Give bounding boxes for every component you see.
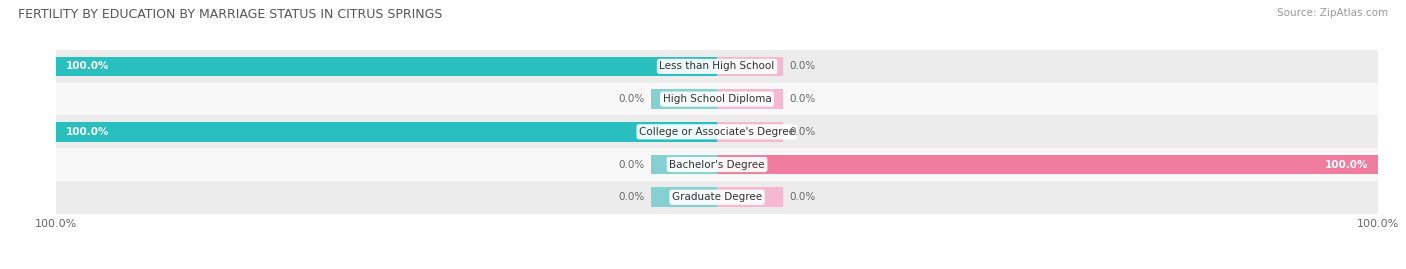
Bar — [56, 83, 1378, 115]
Text: 100.0%: 100.0% — [66, 61, 110, 71]
Bar — [651, 187, 717, 207]
Text: Graduate Degree: Graduate Degree — [672, 192, 762, 202]
Text: College or Associate's Degree: College or Associate's Degree — [640, 127, 794, 137]
Bar — [717, 89, 783, 109]
Bar — [717, 187, 783, 207]
Bar — [56, 181, 1378, 214]
Bar — [651, 89, 717, 109]
Text: 0.0%: 0.0% — [619, 94, 644, 104]
Text: Bachelor's Degree: Bachelor's Degree — [669, 160, 765, 169]
Bar — [56, 50, 1378, 83]
Bar — [717, 155, 1378, 174]
Bar — [56, 122, 717, 141]
Text: Source: ZipAtlas.com: Source: ZipAtlas.com — [1277, 8, 1388, 18]
Bar — [717, 122, 783, 141]
Text: 0.0%: 0.0% — [790, 127, 815, 137]
Text: FERTILITY BY EDUCATION BY MARRIAGE STATUS IN CITRUS SPRINGS: FERTILITY BY EDUCATION BY MARRIAGE STATU… — [18, 8, 443, 21]
Text: 0.0%: 0.0% — [790, 192, 815, 202]
Text: 0.0%: 0.0% — [619, 160, 644, 169]
Text: 100.0%: 100.0% — [66, 127, 110, 137]
Text: 0.0%: 0.0% — [619, 192, 644, 202]
Bar — [56, 56, 717, 76]
Text: Less than High School: Less than High School — [659, 61, 775, 71]
Bar — [717, 56, 783, 76]
Bar — [56, 115, 1378, 148]
Text: 100.0%: 100.0% — [1324, 160, 1368, 169]
Text: High School Diploma: High School Diploma — [662, 94, 772, 104]
Text: 0.0%: 0.0% — [790, 61, 815, 71]
Bar — [56, 148, 1378, 181]
Bar — [651, 155, 717, 174]
Text: 0.0%: 0.0% — [790, 94, 815, 104]
